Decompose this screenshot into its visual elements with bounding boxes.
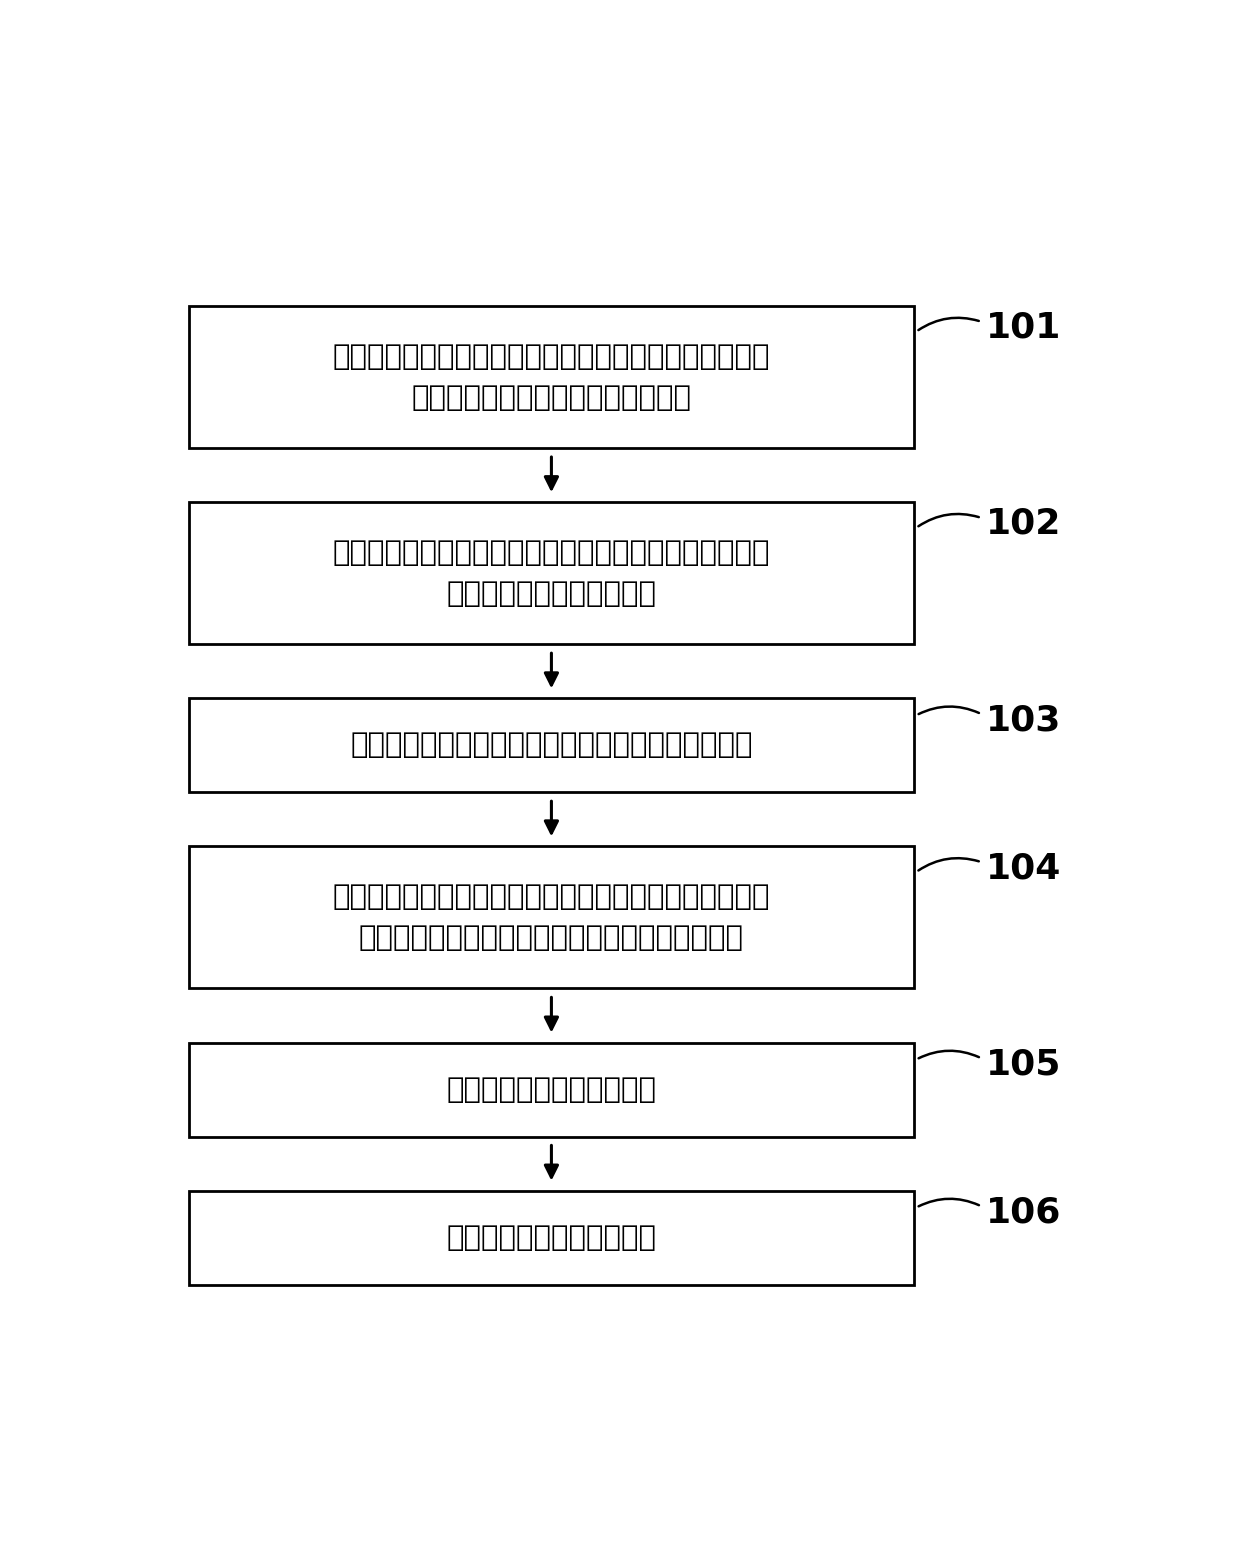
Bar xyxy=(188,306,914,449)
Text: 103: 103 xyxy=(986,703,1061,738)
Text: 105: 105 xyxy=(986,1047,1061,1082)
Text: 104: 104 xyxy=(986,852,1061,885)
Bar xyxy=(188,699,914,792)
Text: 在介质基片同一平面上依次溅射大方阻电阻薄膜、小方阻
电阻薄膜、粘附层薄膜和导体层薄膜: 在介质基片同一平面上依次溅射大方阻电阻薄膜、小方阻 电阻薄膜、粘附层薄膜和导体层… xyxy=(332,342,770,411)
Text: 101: 101 xyxy=(986,311,1061,345)
Bar xyxy=(188,1191,914,1285)
Bar xyxy=(188,1043,914,1136)
Text: 光刻蚀制作大方阻薄膜电阻: 光刻蚀制作大方阻薄膜电阻 xyxy=(446,1224,656,1252)
Text: 光刻蚀制作小方阻薄膜电阻: 光刻蚀制作小方阻薄膜电阻 xyxy=(446,1075,656,1103)
Text: 106: 106 xyxy=(986,1196,1061,1230)
Text: 将图形化光刻胶剥离，然后将未电镀加厚区域的导体层薄
膜和粘附层薄膜刻蚀干净，再去除所述保护金属层: 将图形化光刻胶剥离，然后将未电镀加厚区域的导体层薄 膜和粘附层薄膜刻蚀干净，再去… xyxy=(332,883,770,952)
Text: 通过涂覆光刻胶、前烘、曝光、显影及后烘，在待图形电
镀面上形成图形化光刻胶区: 通过涂覆光刻胶、前烘、曝光、显影及后烘，在待图形电 镀面上形成图形化光刻胶区 xyxy=(332,539,770,608)
Bar xyxy=(188,847,914,988)
Bar xyxy=(188,502,914,644)
Text: 102: 102 xyxy=(986,506,1061,541)
Text: 在上述图形化光刻胶区电镀加厚金属电极层和保护层: 在上述图形化光刻胶区电镀加厚金属电极层和保护层 xyxy=(350,731,753,760)
